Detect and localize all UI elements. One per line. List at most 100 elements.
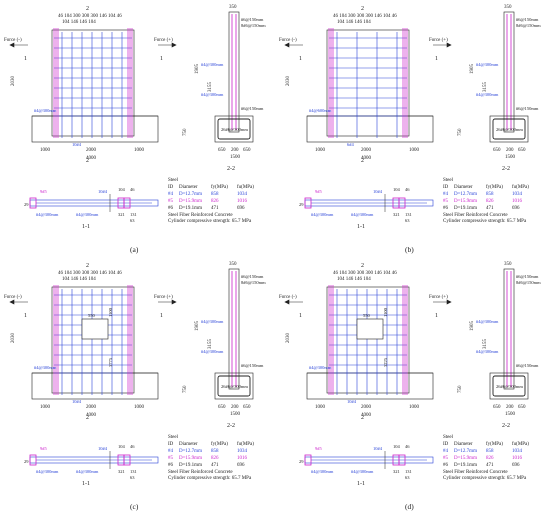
web-bottom-label: #4@600mm — [309, 108, 332, 113]
web-300-a: #4@300mm — [476, 319, 499, 324]
force-minus-label: Force (-) — [4, 38, 22, 43]
dim-350: 350 — [504, 5, 512, 10]
dim-4000: 4000 — [86, 413, 97, 418]
sec-131: 131 — [130, 469, 137, 474]
force-minus-label: Force (-) — [4, 295, 22, 300]
bars-150-1: #6@150mm — [516, 17, 539, 22]
steel-id-header: ID — [443, 185, 449, 190]
steel-fy-header: fy(MPa) — [211, 185, 228, 190]
dim-650-left: 650 — [218, 148, 226, 153]
bars-150-1: #6@150mm — [241, 274, 264, 279]
section-2-2 — [489, 11, 529, 143]
sec-46: 46 — [130, 444, 135, 449]
web-300-a: #4@300mm — [201, 319, 224, 324]
dim-350: 350 — [504, 262, 512, 267]
steel-id-header: ID — [443, 442, 449, 447]
sec-web-2: #4@300mm — [76, 212, 99, 217]
web-bottom-label: #4@300mm — [34, 365, 57, 370]
sec-104: 104 — [118, 187, 126, 192]
steel-table-cell: D=12.7mm — [179, 449, 202, 454]
steel-table-cell: D=15.9mm — [454, 199, 477, 204]
sec-29: 29 — [24, 202, 29, 207]
sec-104: 104 — [393, 444, 401, 449]
sfrc-line1: Steel Fiber Reinforced Concrete — [443, 213, 508, 218]
sec-63: 63 — [405, 475, 410, 480]
sec-321: 321 — [393, 469, 400, 474]
opening-rect — [81, 318, 109, 340]
steel-table-cell: 471 — [211, 463, 219, 468]
panel-caption: (c) — [130, 502, 139, 511]
section-2-bottom-label: 2 — [86, 158, 89, 164]
steel-table-cell: 696 — [512, 206, 520, 211]
section-2-top-label: 2 — [361, 6, 364, 12]
steel-table-cell: 1016 — [237, 456, 248, 461]
section-2-top-label: 2 — [361, 263, 364, 269]
section-1-1 — [304, 194, 434, 212]
bars-150-2: 8#6@150mm — [516, 280, 541, 285]
steel-table-cell: 858 — [486, 192, 494, 197]
sec-9-5: 9#5 — [40, 446, 48, 451]
foot-bar-label: 26#6@300mm — [221, 384, 248, 389]
opening-dim-a: 1100 — [383, 307, 388, 317]
foundation-outline — [306, 115, 434, 143]
panel-caption: (b) — [405, 245, 414, 254]
steel-title: Steel — [168, 178, 179, 183]
dim-650-right: 650 — [518, 148, 526, 153]
steel-diam-header: Diameter — [179, 185, 198, 190]
steel-table-cell: D=12.7mm — [454, 192, 477, 197]
sfrc-line1: Steel Fiber Reinforced Concrete — [443, 470, 508, 475]
dim-200: 200 — [506, 405, 514, 410]
wall-drawing: Force (-) Force (+) 2 2 1 1 46 104 300 3… — [279, 5, 541, 254]
section-1-1 — [29, 451, 159, 469]
sfrc-line1: Steel Fiber Reinforced Concrete — [168, 213, 233, 218]
dim-1000-left: 1000 — [315, 148, 326, 153]
section-1-left-label: 1 — [299, 313, 302, 319]
sec-46: 46 — [405, 187, 410, 192]
bars-150-2: 8#6@150mm — [241, 23, 266, 28]
steel-table-cell: #4 — [168, 192, 174, 197]
sfrc-line2: Cylinder compressive strength: 65.7 MPa — [443, 476, 527, 481]
steel-table-cell: #5 — [168, 199, 174, 204]
dim-1000-right: 1000 — [134, 405, 145, 410]
sec-63: 63 — [130, 475, 135, 480]
sec-63: 63 — [130, 218, 135, 223]
dim-1500: 1500 — [230, 412, 241, 417]
web-300-a: #4@300mm — [201, 62, 224, 67]
dim-1500: 1500 — [230, 155, 241, 160]
dim-1000-right: 1000 — [409, 148, 420, 153]
steel-table-cell: D=12.7mm — [454, 449, 477, 454]
dim-650-right: 650 — [243, 148, 251, 153]
sec-10-4: 10#4 — [98, 189, 108, 194]
label-1-1: 1-1 — [357, 224, 365, 230]
foundation-outline — [306, 372, 434, 400]
dim-3155: 3155 — [483, 339, 488, 350]
sec-131: 131 — [130, 212, 137, 217]
steel-table-cell: 1016 — [237, 199, 248, 204]
boundary-reinforcement — [328, 285, 408, 395]
steel-id-header: ID — [168, 185, 174, 190]
steel-table-cell: 696 — [512, 463, 520, 468]
top-dim-row2: 104 146 146 104 — [337, 20, 371, 25]
steel-table-cell: 826 — [211, 456, 219, 461]
sec-104: 104 — [118, 444, 126, 449]
dim-1000-left: 1000 — [40, 405, 51, 410]
force-plus-label: Force (+) — [429, 295, 448, 300]
top-dim-row1: 46 104 300 300 300 146 104 46 — [58, 271, 122, 276]
top-dim-row1: 46 104 300 300 300 146 104 46 — [333, 14, 397, 19]
dim-3155: 3155 — [483, 82, 488, 93]
panel-caption: (a) — [130, 245, 139, 254]
dim-1905: 1905 — [195, 321, 200, 332]
boundary-reinforcement — [53, 28, 133, 138]
steel-table-cell: 858 — [211, 192, 219, 197]
dim-4000: 4000 — [86, 156, 97, 161]
section-2-top-label: 2 — [86, 263, 89, 269]
bars-150-3: #6@150mm — [241, 106, 264, 111]
steel-title: Steel — [443, 435, 454, 440]
steel-table-cell: D=12.7mm — [179, 192, 202, 197]
label-1-1: 1-1 — [357, 481, 365, 487]
top-dim-row1: 46 104 300 300 300 146 104 46 — [333, 271, 397, 276]
steel-table-cell: #4 — [443, 449, 449, 454]
dim-350: 350 — [229, 262, 237, 267]
wall-outline — [326, 286, 410, 394]
section-1-right-label: 1 — [160, 313, 163, 319]
